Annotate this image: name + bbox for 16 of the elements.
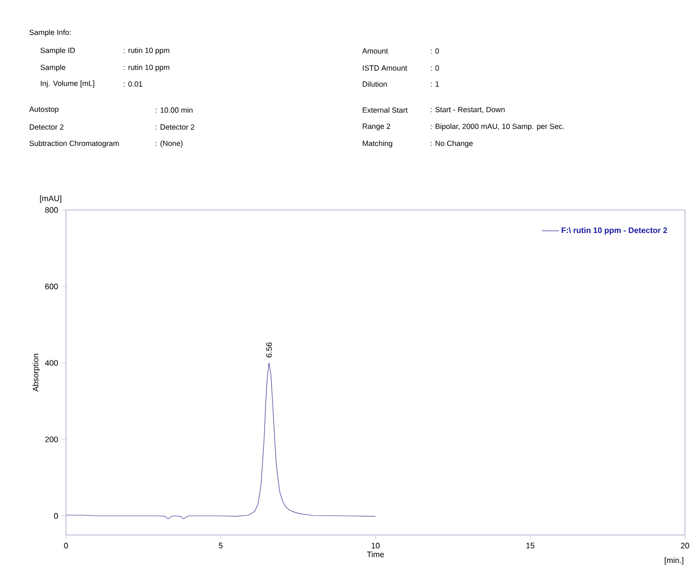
y-tick-label: 0 (54, 513, 58, 519)
text: [mAU] (40, 195, 62, 203)
x-tick-label: 0 (64, 542, 68, 548)
y-tick-label: 800 (45, 207, 58, 213)
y-tick-label: 200 (45, 436, 58, 442)
y-tick-label: 600 (45, 284, 58, 290)
x-tick-label: 15 (526, 542, 534, 548)
x-tick-label: 10 (372, 542, 380, 548)
y-axis-title: Absorption (32, 354, 40, 392)
x-tick-label: 20 (680, 542, 690, 548)
y-tick-label: 400 (45, 360, 58, 366)
x-axis-title: Time (366, 551, 384, 558)
legend-label: F:\ rutin 10 ppm - Detector 2 (562, 227, 668, 235)
annotation: 6.56 (266, 342, 272, 358)
x-tick-label: 5 (218, 542, 223, 548)
text: [min.] (664, 557, 684, 565)
